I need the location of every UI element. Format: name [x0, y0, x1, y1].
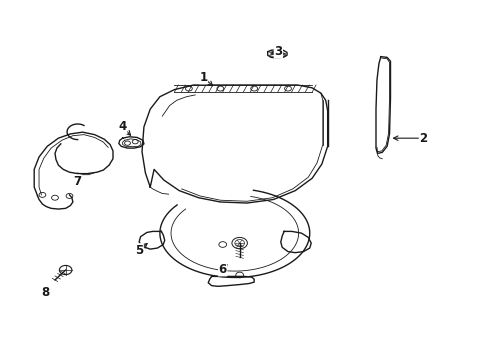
Text: 6: 6 — [218, 263, 226, 276]
Text: 4: 4 — [118, 120, 126, 133]
Text: 5: 5 — [135, 244, 143, 257]
Text: 8: 8 — [41, 286, 49, 299]
Text: 2: 2 — [418, 132, 427, 145]
Text: 3: 3 — [274, 45, 282, 58]
Text: 1: 1 — [199, 71, 207, 84]
Text: 7: 7 — [74, 175, 81, 188]
